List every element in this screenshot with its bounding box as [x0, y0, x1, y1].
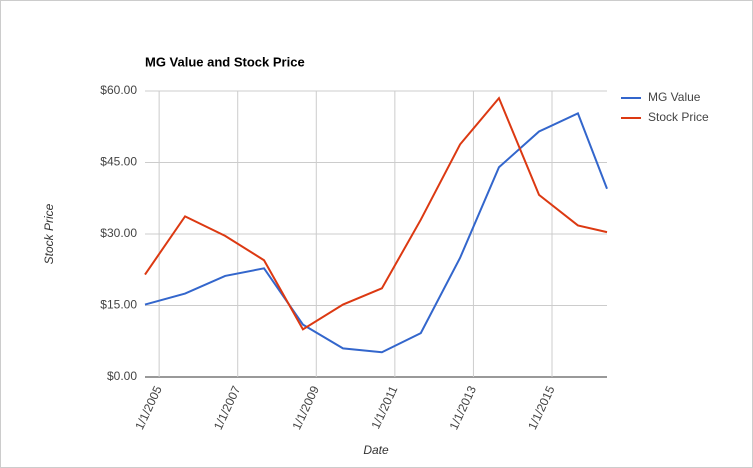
- y-axis-title: Stock Price: [42, 203, 56, 264]
- y-tick-label: $30.00: [100, 226, 137, 240]
- y-tick-label: $15.00: [100, 298, 137, 312]
- series-line: [144, 96, 608, 331]
- chart-title: MG Value and Stock Price: [145, 54, 305, 69]
- legend-label: Stock Price: [648, 110, 709, 124]
- y-tick-label: $0.00: [107, 369, 137, 383]
- legend-label: MG Value: [648, 90, 701, 104]
- y-tick-label: $45.00: [100, 155, 137, 169]
- x-axis-title: Date: [363, 443, 389, 457]
- y-tick-label: $60.00: [100, 83, 137, 97]
- series-line: [144, 112, 608, 354]
